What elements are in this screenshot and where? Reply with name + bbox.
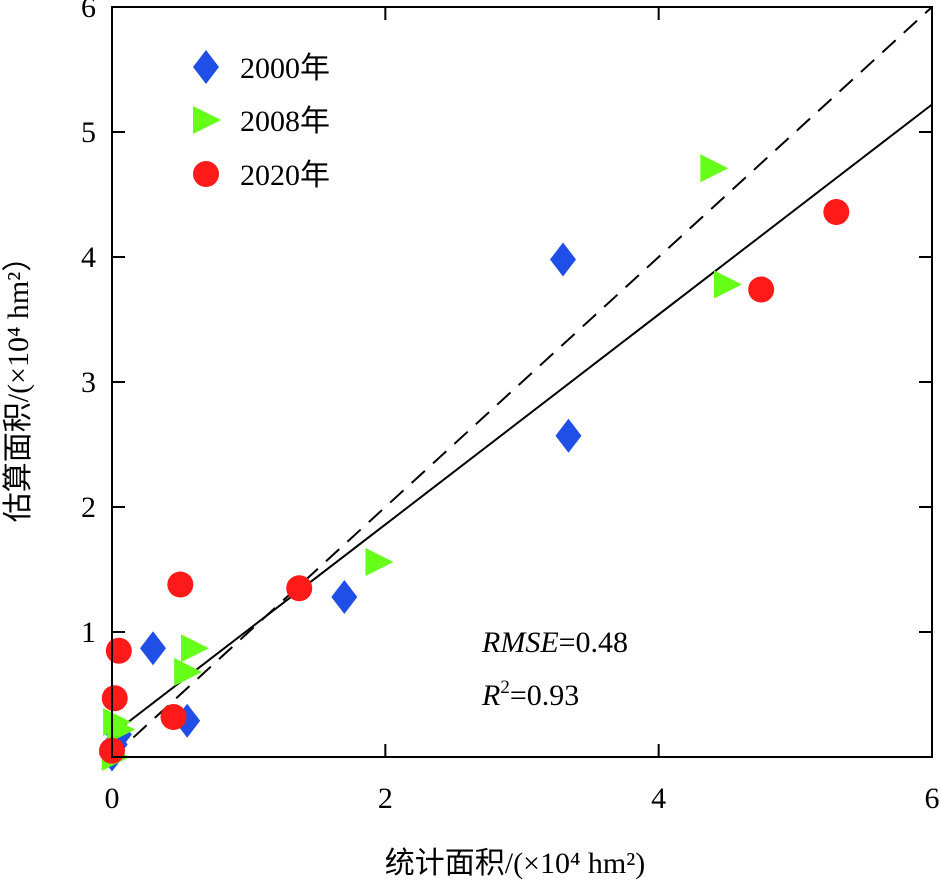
data-point (181, 634, 209, 663)
x-axis-label: 统计面积/(×10⁴ hm²) (385, 847, 646, 880)
data-point (107, 715, 136, 744)
data-point (823, 199, 850, 225)
one-to-one-dashed-line (111, 6, 933, 758)
y-tick-label: 6 (81, 0, 96, 24)
rmse-annotation: RMSE=0.48 (481, 626, 628, 659)
legend-label: 2000年 (240, 52, 330, 85)
data-point (140, 631, 166, 666)
y-tick-label: 4 (81, 241, 96, 274)
x-tick-label: 2 (378, 782, 393, 815)
data-point (700, 154, 729, 183)
x-tick-label: 6 (925, 782, 940, 815)
r2-value: =0.93 (510, 679, 579, 712)
legend-marker (193, 161, 219, 187)
legend-marker (193, 50, 219, 84)
data-point (714, 270, 742, 299)
plot-frame (111, 6, 933, 758)
y-axis-label: 估算面积/(×10⁴ hm²） (2, 242, 35, 523)
r2-annotation: R2=0.93 (481, 677, 579, 712)
r2-superscript: 2 (500, 677, 510, 698)
data-point (331, 580, 358, 614)
data-point (174, 658, 203, 686)
tick-labels: 0 2 4 6 1 2 3 4 5 6 (81, 0, 940, 815)
x-tick-label: 0 (105, 782, 120, 815)
data-point (105, 637, 132, 664)
legend: 2000年 2008年 2020年 (193, 50, 330, 192)
y-tick-label: 3 (81, 366, 96, 399)
axis-ticks (111, 6, 933, 757)
fit-line (111, 103, 933, 736)
data-point (101, 685, 128, 712)
y-tick-label: 1 (81, 616, 96, 649)
x-tick-label: 4 (651, 782, 666, 815)
data-point (286, 575, 313, 602)
data-point (365, 548, 394, 576)
r2-label: R (481, 679, 500, 712)
data-point (160, 704, 187, 730)
rmse-label: RMSE (481, 626, 559, 659)
data-points (99, 154, 850, 772)
data-point (550, 242, 576, 277)
y-tick-label: 2 (81, 491, 96, 524)
y-tick-label: 5 (81, 116, 96, 149)
data-point (748, 276, 775, 303)
regression-lines (111, 6, 933, 758)
data-point (167, 571, 194, 598)
data-point (555, 418, 582, 453)
legend-label: 2008年 (240, 105, 330, 138)
legend-label: 2020年 (240, 159, 330, 192)
rmse-value: =0.48 (559, 626, 628, 659)
legend-marker (193, 106, 221, 134)
